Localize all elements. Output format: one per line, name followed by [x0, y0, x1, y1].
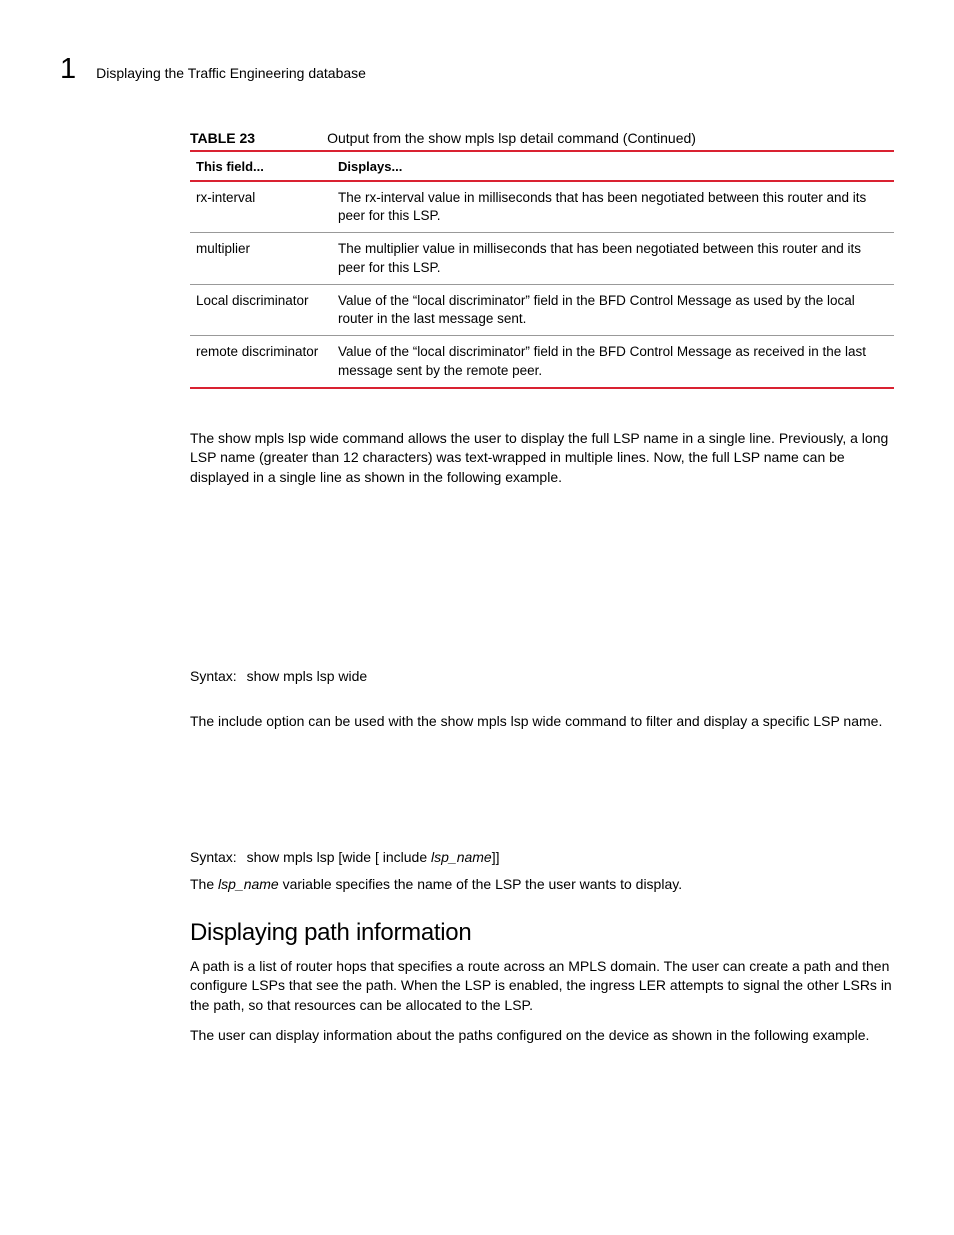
table-cell-field: rx-interval	[190, 181, 332, 233]
table-header-field: This field...	[190, 151, 332, 181]
table-label: TABLE 23	[190, 130, 255, 146]
page-header: 1 Displaying the Traffic Engineering dat…	[60, 55, 894, 84]
text-pre: The	[190, 876, 218, 892]
syntax-variable: lsp_name	[431, 849, 492, 865]
page-header-title: Displaying the Traffic Engineering datab…	[96, 66, 366, 82]
page: 1 Displaying the Traffic Engineering dat…	[0, 0, 954, 1115]
table-row: Local discriminator Value of the “local …	[190, 284, 894, 335]
content-area: TABLE 23 Output from the show mpls lsp de…	[190, 130, 894, 1045]
table-23: This field... Displays... rx-interval Th…	[190, 150, 894, 389]
table-row: multiplier The multiplier value in milli…	[190, 233, 894, 284]
paragraph-lspname-expl: The lsp_name variable specifies the name…	[190, 875, 894, 895]
paragraph-path-display: The user can display information about t…	[190, 1026, 894, 1046]
text-post: variable specifies the name of the LSP t…	[279, 876, 682, 892]
table-caption: TABLE 23 Output from the show mpls lsp de…	[190, 130, 894, 146]
syntax-line-2: Syntax: show mpls lsp [wide [ include ls…	[190, 849, 894, 865]
table-cell-desc: Value of the “local discriminator” field…	[332, 336, 894, 388]
table-cell-field: multiplier	[190, 233, 332, 284]
syntax-command: show mpls lsp wide	[247, 668, 368, 684]
table-cell-desc: The rx-interval value in milliseconds th…	[332, 181, 894, 233]
table-header-displays: Displays...	[332, 151, 894, 181]
table-row: rx-interval The rx-interval value in mil…	[190, 181, 894, 233]
example-placeholder	[190, 498, 894, 668]
table-cell-desc: The multiplier value in milliseconds tha…	[332, 233, 894, 284]
table-cell-desc: Value of the “local discriminator” field…	[332, 284, 894, 335]
syntax-command-pre: show mpls lsp [wide [ include	[247, 849, 431, 865]
paragraph-wide-intro: The show mpls lsp wide command allows th…	[190, 429, 894, 488]
table-cell-field: remote discriminator	[190, 336, 332, 388]
syntax-command-post: ]]	[492, 849, 500, 865]
syntax-label: Syntax:	[190, 668, 237, 684]
paragraph-include-intro: The include option can be used with the …	[190, 712, 894, 732]
table-row: remote discriminator Value of the “local…	[190, 336, 894, 388]
table-cell-field: Local discriminator	[190, 284, 332, 335]
spacer	[190, 694, 894, 712]
chapter-number: 1	[60, 55, 76, 84]
text-var: lsp_name	[218, 876, 279, 892]
section-heading-path-info: Displaying path information	[190, 919, 894, 947]
example-placeholder	[190, 741, 894, 849]
table-caption-text: Output from the show mpls lsp detail com…	[327, 130, 696, 146]
syntax-label: Syntax:	[190, 849, 237, 865]
paragraph-path-def: A path is a list of router hops that spe…	[190, 957, 894, 1016]
syntax-line-1: Syntax: show mpls lsp wide	[190, 668, 894, 684]
